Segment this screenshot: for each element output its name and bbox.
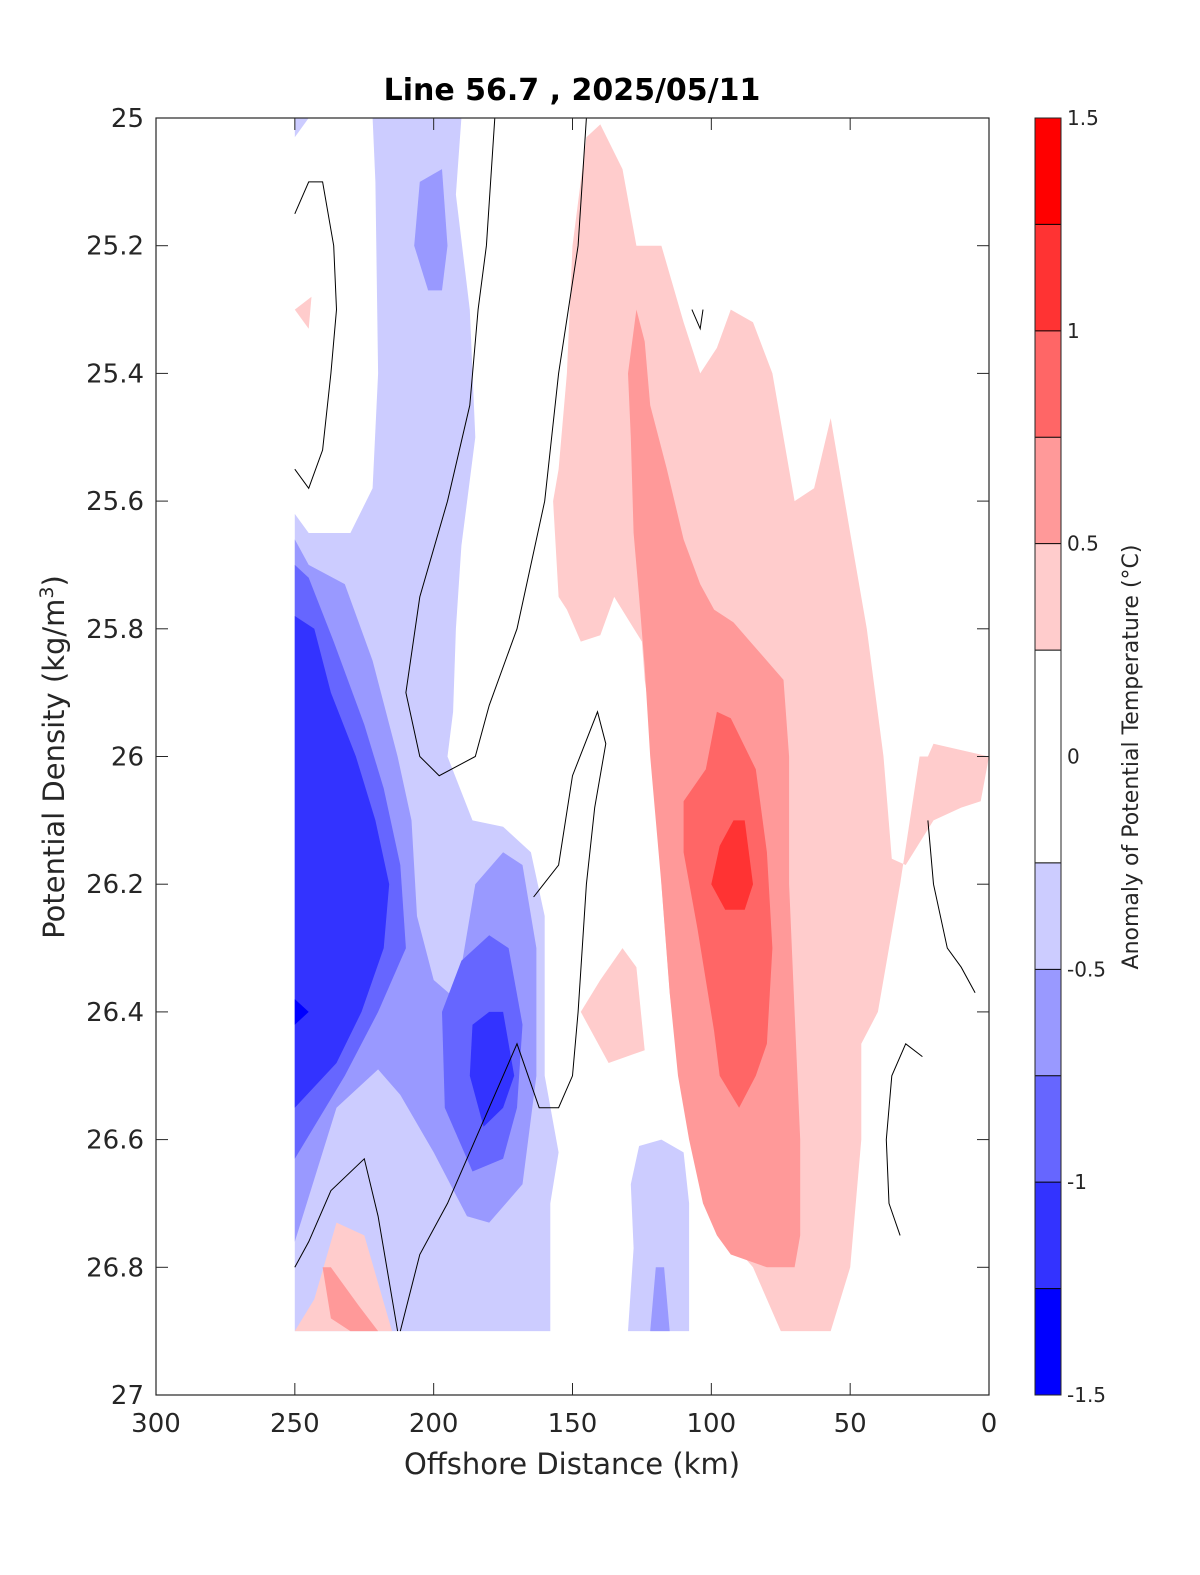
contour-region-2 [628, 1139, 690, 1332]
colorbar-tick-label: -1.5 [1067, 1383, 1106, 1407]
contour-region-10 [711, 820, 753, 910]
contour-line-1 [405, 118, 587, 777]
y-tick-label: 25.4 [86, 359, 144, 389]
colorbar-tick-label: 1 [1067, 319, 1080, 343]
colorbar-tick-label: 0.5 [1067, 532, 1099, 556]
y-tick-label: 25.6 [86, 487, 144, 517]
contour-region-4 [294, 296, 312, 329]
contour-region-8 [322, 1267, 379, 1332]
colorbar-tick-label: 1.5 [1067, 106, 1099, 130]
x-tick-label: 250 [270, 1409, 320, 1439]
contour-region-13 [650, 1267, 670, 1332]
x-axis-label: Offshore Distance (km) [404, 1447, 740, 1481]
contour-region-12 [414, 169, 448, 291]
contour-line-3 [399, 710, 607, 1332]
y-tick-label: 26 [111, 743, 144, 773]
colorbar-swatch [1035, 118, 1061, 225]
contour-region-18 [294, 999, 309, 1025]
contour-line-0 [294, 181, 338, 490]
contour-line-5 [927, 820, 976, 993]
colorbar-tick-label: -1 [1067, 1170, 1087, 1194]
y-axis-label-end: ) [37, 575, 71, 586]
contour-line-2 [294, 1157, 399, 1332]
contour-line-6 [885, 1043, 923, 1236]
y-tick-label: 26.2 [86, 870, 144, 900]
contour-region-16 [294, 616, 390, 1108]
y-tick-label: 27 [111, 1381, 144, 1411]
colorbar-tick-label: 0 [1067, 745, 1080, 769]
colorbar-swatch [1035, 1182, 1061, 1289]
y-tick-label: 26.8 [86, 1253, 144, 1283]
colorbar [1034, 117, 1062, 1396]
colorbar-swatch [1035, 1075, 1061, 1183]
y-axis-label: Potential Density (kg/m3) [36, 575, 71, 939]
x-tick-label: 300 [131, 1409, 181, 1439]
contour-region-1 [294, 118, 309, 138]
colorbar-tick-label: -0.5 [1067, 957, 1106, 981]
y-axis-label-main: Potential Density (kg/m [37, 599, 71, 939]
y-tick-label: 26.4 [86, 998, 144, 1028]
chart-title: Line 56.7 , 2025/05/11 [384, 73, 761, 108]
colorbar-swatch [1035, 862, 1061, 970]
x-tick-label: 200 [409, 1409, 459, 1439]
colorbar-swatch [1035, 224, 1061, 331]
colorbar-ticks: 1.5 1 0.5 0 -0.5 -1 -1.5 [1067, 106, 1106, 1407]
x-tick-label: 50 [834, 1409, 867, 1439]
colorbar-frame [1034, 117, 1062, 1396]
y-axis-label-sup: 3 [36, 586, 58, 598]
colorbar-label: Anomaly of Potential Temperature (°C) [1119, 545, 1144, 970]
x-tick-label: 100 [687, 1409, 737, 1439]
contour-region-5 [580, 948, 645, 1063]
colorbar-swatch [1035, 437, 1061, 544]
colorbar-swatch [1035, 969, 1061, 1076]
y-tick-label: 25.2 [86, 232, 144, 262]
contour-region-6 [294, 1222, 392, 1332]
y-tick-label: 25 [111, 104, 144, 134]
contour-region-9 [683, 711, 773, 1108]
colorbar-swatch [1035, 1288, 1061, 1395]
x-tick-label: 150 [548, 1409, 598, 1439]
zero-contour-lines [294, 118, 976, 1332]
contour-line-4 [691, 309, 704, 331]
y-tick-label: 26.6 [86, 1126, 144, 1156]
colorbar-swatch [1035, 543, 1061, 651]
colorbar-swatch [1035, 650, 1061, 863]
filled-contours [294, 118, 989, 1332]
y-tick-label: 25.8 [86, 615, 144, 645]
y-axis-ticks: 25 25.2 25.4 25.6 25.8 26 26.2 26.4 26.6 26.8 27 [86, 104, 989, 1411]
colorbar-swatch [1035, 330, 1061, 438]
contour-region-17 [469, 1011, 515, 1127]
x-tick-label: 0 [981, 1409, 998, 1439]
x-axis-ticks: 300 250 200 150 100 50 0 [131, 118, 997, 1439]
